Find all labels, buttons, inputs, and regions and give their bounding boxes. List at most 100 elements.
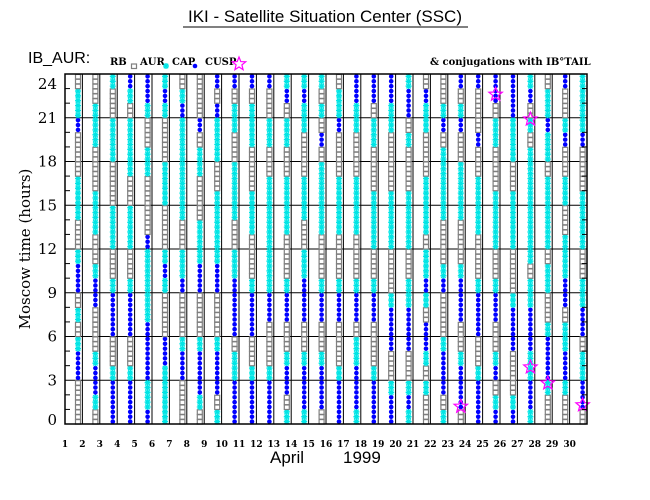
asterisk-stroke (388, 234, 394, 240)
cap-marker (110, 326, 116, 332)
rb-marker (405, 161, 412, 168)
aur-marker (162, 112, 168, 119)
rb-marker (422, 156, 430, 163)
cap-marker (354, 404, 359, 410)
asterisk-stroke (318, 229, 325, 235)
aur-marker (249, 224, 255, 231)
asterisk-stroke (353, 409, 360, 415)
asterisk-stroke (527, 248, 534, 255)
cap-marker (510, 113, 516, 118)
asterisk-stroke (284, 355, 290, 362)
asterisk-stroke (231, 370, 238, 376)
rb-marker (196, 137, 203, 143)
asterisk-stroke (527, 185, 534, 191)
asterisk-stroke (127, 166, 133, 172)
rb-marker (475, 336, 482, 343)
asterisk-stroke (458, 185, 464, 191)
cap-marker (354, 380, 359, 385)
rb-marker (353, 146, 360, 153)
asterisk-stroke (353, 277, 360, 284)
rb-marker (144, 132, 151, 138)
cap-marker (406, 108, 411, 113)
rb-marker (318, 248, 325, 255)
aur-marker (492, 282, 499, 289)
asterisk-stroke (214, 146, 220, 153)
aur-marker (249, 194, 255, 201)
rb-marker (283, 321, 290, 328)
aur-marker (127, 131, 134, 138)
aur-marker (179, 170, 186, 177)
asterisk-stroke (440, 146, 447, 153)
rb-marker (283, 258, 290, 265)
cap-marker (127, 331, 133, 337)
cap-marker (441, 370, 446, 376)
rb-marker (144, 219, 151, 226)
cap-marker (232, 380, 237, 385)
rb-marker (335, 137, 343, 143)
asterisk-stroke (301, 185, 307, 191)
aur-marker (179, 165, 186, 172)
asterisk-stroke (475, 190, 481, 196)
aur-marker (92, 102, 99, 109)
asterisk-stroke (284, 204, 290, 211)
asterisk-stroke (144, 151, 151, 157)
rb-marker (127, 350, 134, 357)
asterisk-stroke (492, 394, 499, 400)
rb-marker (92, 331, 99, 338)
cap-marker (493, 317, 498, 322)
rb-marker (109, 166, 116, 172)
aur-marker (214, 219, 221, 226)
asterisk-stroke (510, 214, 516, 221)
rb-marker (422, 316, 430, 323)
cap-marker (528, 346, 533, 351)
aur-marker (510, 156, 516, 163)
asterisk-stroke (179, 117, 186, 123)
cap-marker (336, 394, 342, 400)
rb-marker (127, 180, 134, 187)
rb-marker (74, 239, 82, 245)
rb-marker (440, 394, 447, 401)
rb-marker (127, 355, 134, 362)
asterisk-stroke (353, 209, 360, 216)
asterisk-stroke (231, 375, 238, 381)
aur-marker (336, 199, 342, 206)
aur-marker (75, 316, 81, 323)
aur-marker (510, 199, 516, 206)
cap-marker (441, 360, 446, 366)
rb-marker (492, 258, 499, 265)
aur-marker (179, 209, 186, 216)
asterisk-stroke (127, 375, 133, 381)
asterisk-stroke (475, 180, 481, 187)
aur-marker (336, 209, 342, 216)
asterisk-stroke (371, 127, 377, 133)
cap-marker (232, 331, 237, 337)
cap-marker (354, 385, 359, 390)
asterisk-stroke (458, 200, 464, 206)
asterisk-stroke (266, 185, 273, 191)
cap-marker (249, 399, 255, 405)
asterisk-stroke (110, 204, 116, 211)
asterisk-stroke (371, 132, 377, 138)
asterisk-stroke (475, 277, 481, 284)
asterisk-stroke (371, 200, 377, 206)
day-column-5 (144, 74, 151, 424)
rb-marker (422, 312, 430, 318)
rb-marker (179, 224, 186, 231)
asterisk-stroke (162, 287, 168, 294)
asterisk-stroke (127, 141, 133, 148)
rb-marker (370, 166, 377, 172)
aur-marker (179, 272, 186, 279)
asterisk-stroke (110, 83, 116, 89)
rb-marker (283, 253, 290, 260)
rb-marker (440, 137, 447, 143)
asterisk-stroke (249, 375, 255, 381)
asterisk-stroke (301, 263, 307, 269)
rb-marker (335, 253, 343, 260)
day-column-26 (509, 74, 517, 424)
cap-marker (145, 356, 150, 361)
rb-marker (248, 151, 256, 158)
cap-marker (475, 132, 481, 138)
asterisk-stroke (336, 88, 342, 94)
asterisk-stroke (318, 78, 325, 84)
rb-marker (196, 98, 203, 104)
